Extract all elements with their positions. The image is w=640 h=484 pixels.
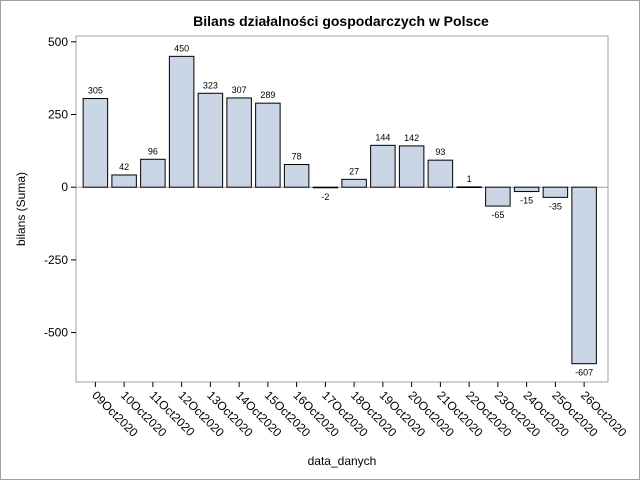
data-label: -2 [321,192,329,202]
chart-title: Bilans działalności gospodarczych w Pols… [193,13,489,29]
bar [485,186,511,207]
bar [542,186,569,198]
bar [226,97,252,188]
data-label: -35 [549,201,562,211]
data-label: 323 [203,80,218,90]
bar [513,186,540,193]
y-tick-label: 0 [61,180,68,194]
bar [255,102,281,188]
bar [140,158,166,188]
y-tick-label: -500 [44,326,68,340]
data-label: 1 [467,174,472,184]
bar [312,186,339,189]
bar [341,178,367,188]
bar [398,145,425,188]
data-label: 307 [232,85,247,95]
y-tick-label: 500 [48,35,68,49]
data-label: 289 [260,90,275,100]
y-tick-label: -250 [44,253,68,267]
bar [197,92,224,188]
bar [456,186,482,189]
bar [82,98,109,188]
data-label: 450 [174,43,189,53]
data-label: 93 [435,147,445,157]
bar [571,186,597,365]
data-label: 144 [375,132,390,142]
data-label: -607 [575,368,593,378]
data-label: -15 [520,196,533,206]
bar [168,55,195,188]
x-axis: 09Oct202010Oct202011Oct202012Oct202013Oc… [89,382,630,440]
data-label: 27 [349,166,359,176]
data-label: 305 [88,86,103,96]
bars-group [76,55,608,365]
bar [370,144,396,188]
y-axis: 500 250 0 -250 -500 [44,35,76,340]
bar [283,164,310,188]
y-tick-label: 250 [48,108,68,122]
x-axis-label: data_danych [308,454,377,468]
bar [427,159,454,188]
data-label: -65 [491,210,504,220]
data-label: 42 [119,162,129,172]
data-label: 96 [148,146,158,156]
y-axis-label: bilans (Suma) [14,172,28,246]
data-label: 78 [292,152,302,162]
plot-area [75,35,609,383]
bar [111,174,137,188]
data-label: 142 [404,133,419,143]
data-labels-group: 305 42 96 450 323 307 289 78 -2 27 144 142 93 1 -65 -15… [88,43,593,377]
